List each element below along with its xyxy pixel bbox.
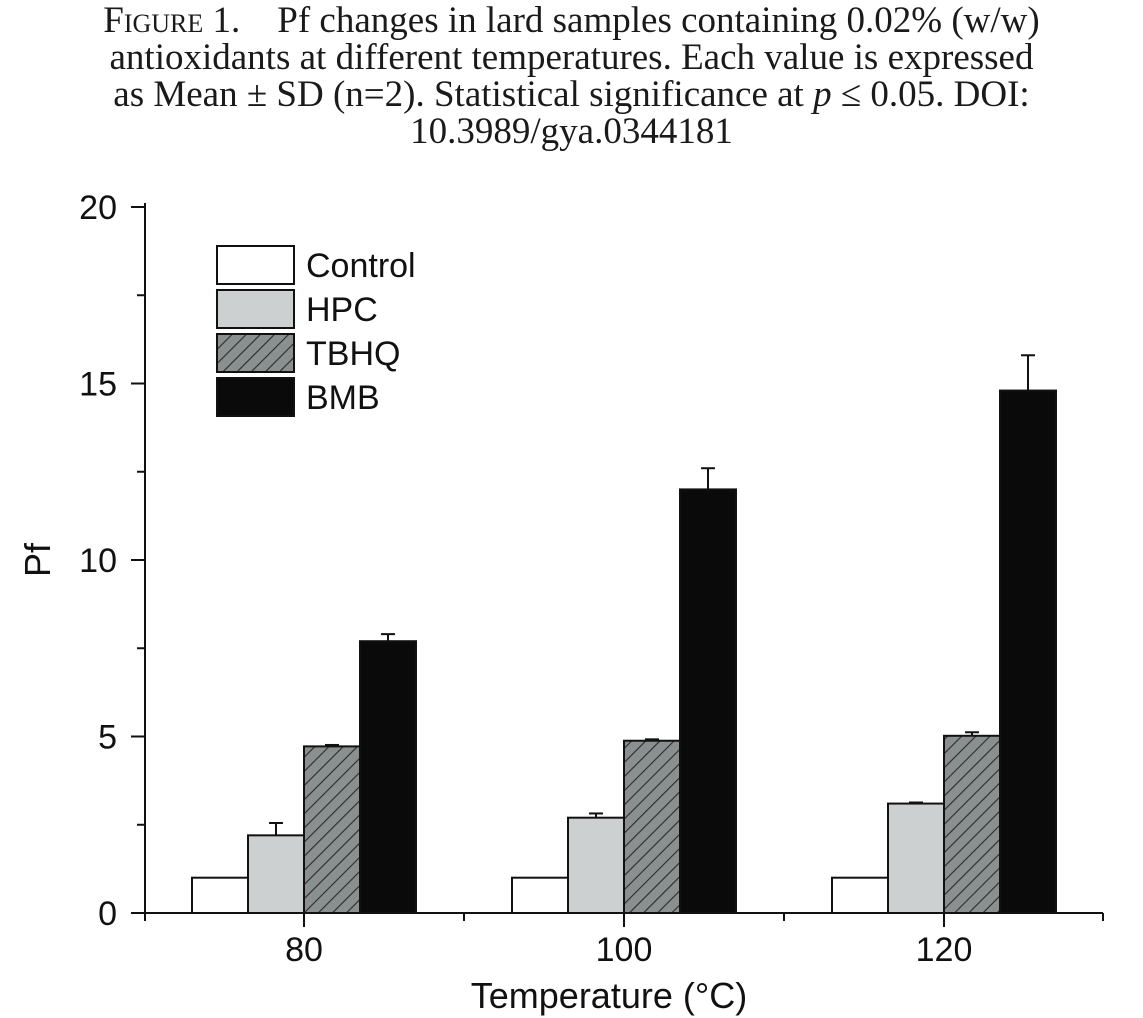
legend-swatch-bmb (216, 377, 295, 417)
bar-control-80 (191, 876, 249, 915)
legend-label-bmb: BMB (306, 379, 380, 417)
bar-hpc-120 (887, 802, 945, 915)
caption-line-4: 10.3989/gya.0344181 (410, 111, 733, 152)
bar-hpc-100 (567, 816, 625, 914)
x-axis-title: Temperature (°C) (471, 975, 747, 1016)
caption-text-3a: as Mean ± SD (n=2). Statistical signific… (113, 74, 814, 115)
figure-caption: Figure 1. Pf changes in lard samples con… (0, 2, 1143, 150)
caption-line-2: antioxidants at different temperatures. … (109, 37, 1034, 78)
axes: 0 5 10 15 20 80 100 120 Temperature (°C) Pf (17, 189, 1104, 1016)
caption-line-3: as Mean ± SD (n=2). Statistical signific… (0, 76, 1143, 113)
plot-area (191, 354, 1057, 915)
y-axis-title: Pf (17, 542, 58, 577)
legend-swatch-hpc (216, 289, 295, 329)
legend-swatch-tbhq (216, 333, 295, 373)
bar-hpc-80 (247, 834, 305, 915)
bar-bmb-80 (359, 640, 417, 914)
caption-p-symbol: p (813, 74, 832, 115)
y-tick-label-20: 20 (79, 189, 117, 227)
caption-text-1: Pf changes in lard samples containing 0.… (277, 0, 1040, 41)
legend: Control HPC TBHQ BMB (216, 245, 416, 417)
bar-tbhq-80 (303, 745, 361, 914)
legend-label-hpc: HPC (306, 291, 378, 329)
caption-text-3b: ≤ 0.05. DOI: (831, 74, 1030, 115)
legend-swatch-control (216, 245, 295, 285)
legend-label-control: Control (306, 247, 416, 285)
y-tick-label-10: 10 (79, 542, 117, 580)
legend-label-tbhq: TBHQ (306, 335, 400, 373)
bar-bmb-100 (679, 488, 737, 914)
y-tick-label-15: 15 (79, 366, 117, 404)
y-tick-label-5: 5 (98, 719, 117, 757)
caption-line-1: Figure 1. Pf changes in lard samples con… (0, 2, 1143, 39)
bar-bmb-120 (999, 389, 1057, 914)
x-tick-label-80: 80 (285, 931, 323, 969)
bar-tbhq-100 (623, 739, 681, 915)
x-tick-label-120: 120 (916, 931, 973, 969)
x-tick-label-100: 100 (596, 931, 653, 969)
bar-tbhq-120 (943, 734, 1001, 914)
bar-control-100 (511, 876, 569, 915)
y-tick-label-0: 0 (98, 895, 117, 933)
bar-control-120 (831, 876, 889, 915)
figure-label: Figure 1. (103, 0, 241, 41)
